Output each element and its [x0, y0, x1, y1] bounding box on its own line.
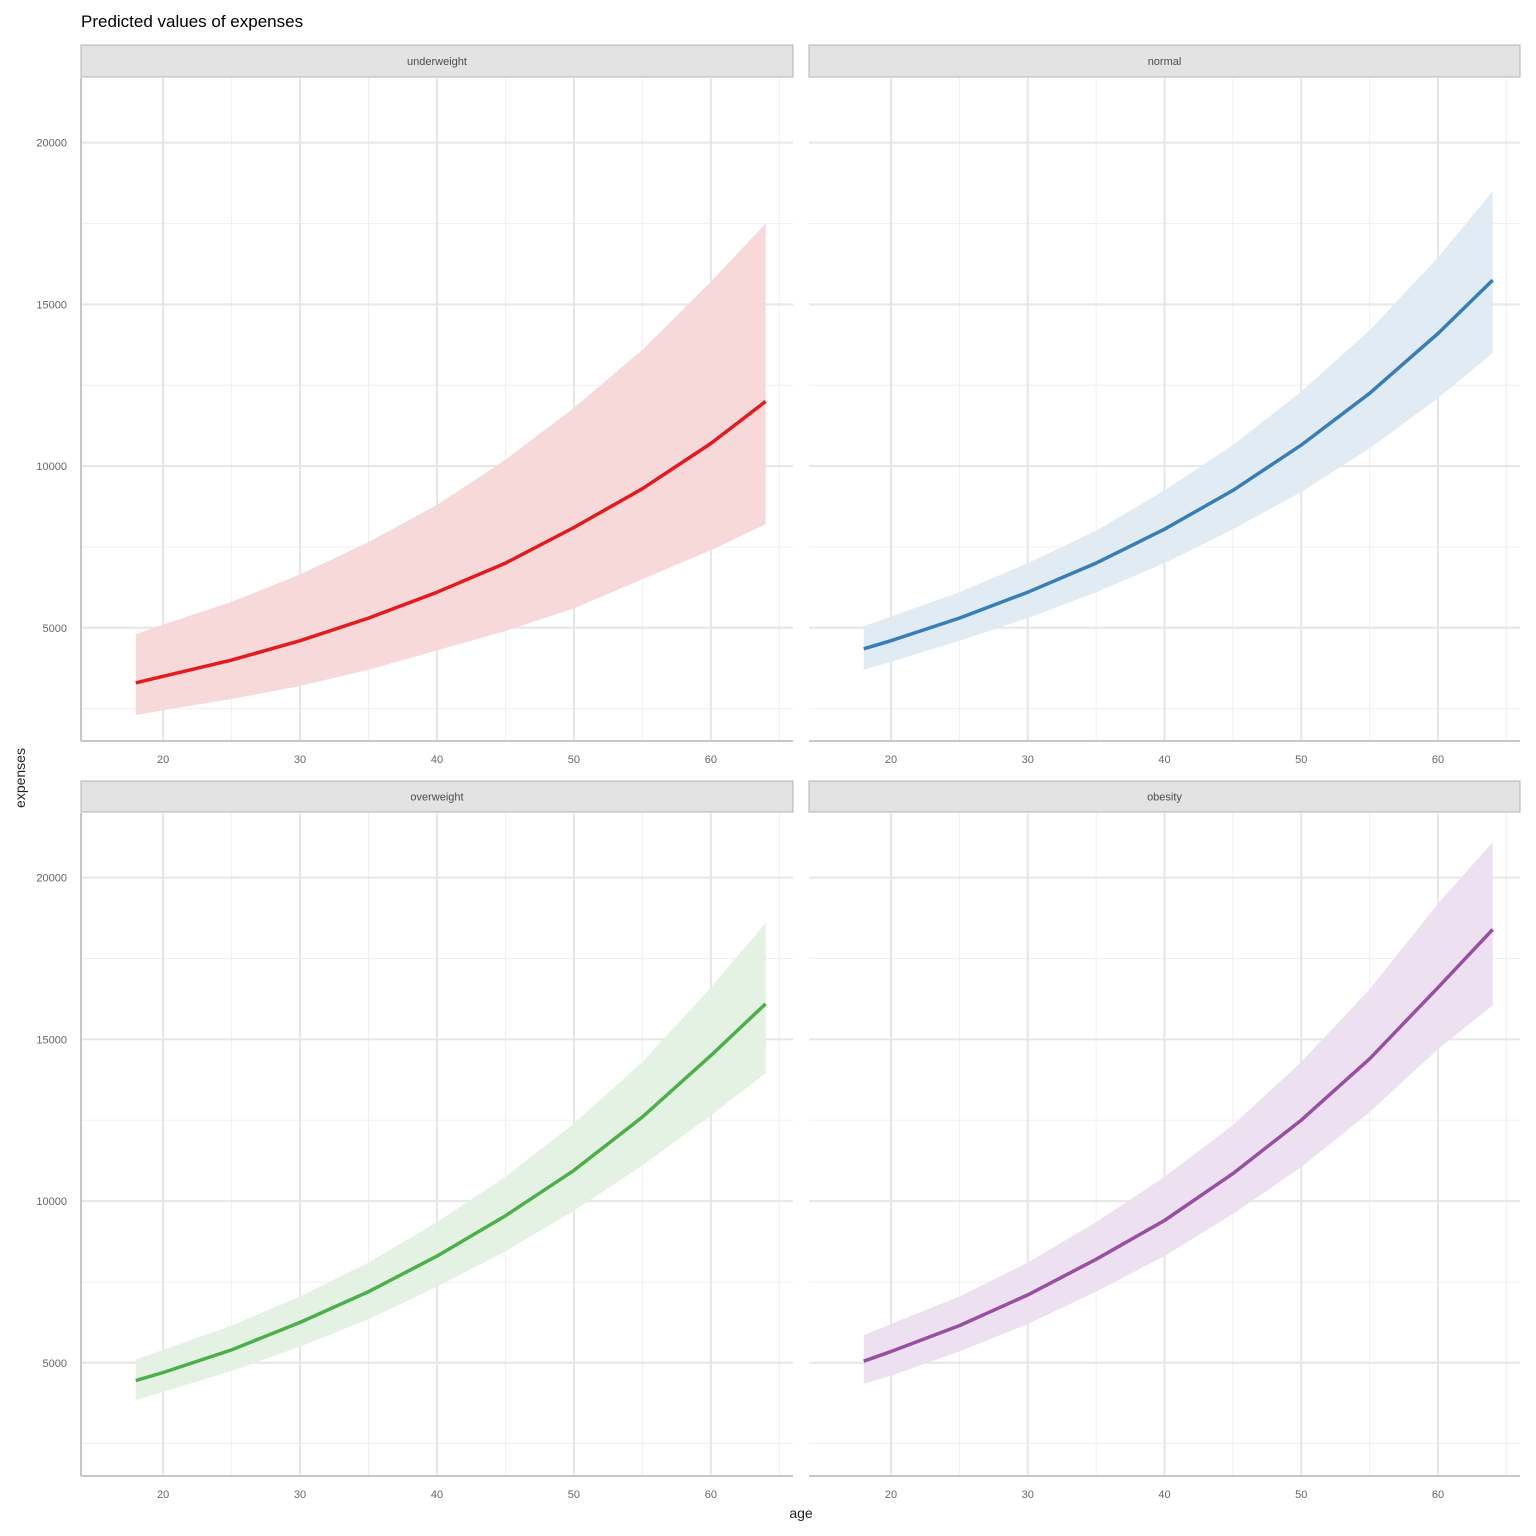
strip-background [80, 44, 794, 78]
x-axis-title: age [789, 1505, 813, 1521]
x-tick-label: 50 [1295, 754, 1307, 766]
x-tick-label: 30 [1022, 754, 1034, 766]
x-tick-label: 20 [157, 754, 169, 766]
x-tick-label: 20 [157, 1489, 169, 1501]
panel-normal: normal 20 30 40 50 60 [808, 44, 1521, 766]
y-tick-label: 5000 [43, 623, 67, 635]
confidence-band-obesity [863, 842, 1493, 1384]
predicted-line-obesity [863, 928, 1494, 1363]
strip-label-obesity: obesity [1147, 792, 1182, 804]
x-tick-label: 40 [431, 754, 443, 766]
predicted-line-overweight [135, 1002, 767, 1383]
strip-label-underweight: underweight [407, 56, 467, 68]
x-tick-label: 30 [1022, 1489, 1034, 1501]
x-tick-label: 30 [294, 1489, 306, 1501]
y-tick-label: 20000 [36, 873, 67, 885]
y-tick-label: 10000 [36, 1196, 67, 1208]
strip-label-overweight: overweight [410, 792, 463, 804]
strip-background [80, 780, 794, 813]
x-tick-label: 60 [705, 1489, 717, 1501]
y-tick-label: 20000 [36, 138, 67, 150]
panel-underweight: underweight 20 30 40 50 60 5000 10000 15000 20000 [36, 44, 794, 766]
x-tick-label: 20 [885, 754, 897, 766]
y-tick-label: 15000 [36, 1034, 67, 1046]
y-tick-label: 5000 [43, 1358, 67, 1370]
x-tick-label: 60 [1432, 1489, 1444, 1501]
x-tick-label: 40 [1158, 1489, 1170, 1501]
strip-background [808, 780, 1521, 813]
strip-background [808, 44, 1521, 78]
chart-title: Predicted values of expenses [81, 12, 303, 31]
y-tick-label: 10000 [36, 461, 67, 473]
x-tick-label: 60 [1432, 754, 1444, 766]
facet-panels: underweight 20 30 40 50 60 5000 10000 15000 20000… [36, 44, 1521, 1501]
x-tick-label: 40 [431, 1489, 443, 1501]
x-tick-label: 30 [294, 754, 306, 766]
x-tick-label: 50 [1295, 1489, 1307, 1501]
y-tick-label: 15000 [36, 299, 67, 311]
confidence-band-underweight [135, 223, 766, 716]
y-axis-title: expenses [12, 748, 28, 808]
panel-obesity: obesity 20 30 40 50 60 [808, 780, 1521, 1501]
panel-overweight: overweight 20 30 40 50 60 5000 10000 15000 20000 [36, 780, 794, 1501]
x-tick-label: 50 [568, 754, 580, 766]
predicted-line-underweight [135, 400, 767, 685]
predicted-line-normal [863, 278, 1494, 651]
confidence-band-overweight [135, 923, 766, 1400]
x-tick-label: 40 [1158, 754, 1170, 766]
x-tick-label: 60 [705, 754, 717, 766]
confidence-band-normal [863, 191, 1493, 670]
x-tick-label: 20 [885, 1489, 897, 1501]
x-tick-label: 50 [568, 1489, 580, 1501]
strip-label-normal: normal [1148, 56, 1182, 68]
